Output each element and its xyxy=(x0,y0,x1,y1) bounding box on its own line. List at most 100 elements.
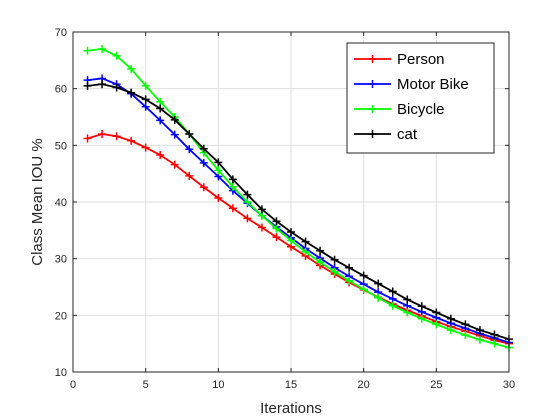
data-point-motor-bike xyxy=(170,130,179,139)
data-point-cat xyxy=(417,302,426,311)
data-point-cat xyxy=(374,279,383,288)
data-point-motor-bike xyxy=(388,294,397,303)
data-point-bicycle xyxy=(83,46,92,55)
y-tick-label: 30 xyxy=(55,254,67,266)
data-point-cat xyxy=(170,115,179,124)
y-tick-label: 40 xyxy=(55,197,67,209)
data-point-bicycle xyxy=(359,285,368,294)
data-point-cat xyxy=(141,95,150,104)
legend-swatch-marker xyxy=(368,80,377,88)
data-point-bicycle xyxy=(316,258,325,267)
x-tick-label: 0 xyxy=(70,379,76,391)
x-tick-label: 5 xyxy=(143,379,149,391)
legend-swatch-marker xyxy=(368,55,377,63)
legend-entry-cat: cat xyxy=(354,126,418,143)
data-point-bicycle xyxy=(446,326,455,335)
data-point-person xyxy=(228,204,237,213)
data-point-motor-bike xyxy=(141,102,150,111)
x-tick-label: 15 xyxy=(285,379,297,391)
data-point-cat xyxy=(316,246,325,255)
data-point-person xyxy=(83,134,92,143)
data-point-person xyxy=(257,223,266,232)
data-point-bicycle xyxy=(112,51,121,60)
data-point-cat xyxy=(156,104,165,113)
series-line-cat xyxy=(87,83,510,340)
data-point-bicycle xyxy=(403,308,412,317)
series-line-bicycle xyxy=(87,48,510,349)
data-point-cat xyxy=(446,314,455,323)
data-point-bicycle xyxy=(345,276,354,285)
legend: Person Motor Bike Bicycle cat xyxy=(346,42,495,154)
data-point-bicycle xyxy=(214,166,223,175)
data-point-cat xyxy=(403,295,412,304)
data-point-bicycle xyxy=(156,97,165,106)
legend-swatch-marker xyxy=(368,130,377,138)
data-point-cat xyxy=(359,271,368,280)
y-tick-label: 50 xyxy=(55,140,67,152)
data-point-cat xyxy=(83,81,92,90)
data-point-bicycle xyxy=(228,182,237,191)
data-point-motor-bike xyxy=(199,158,208,167)
data-point-person xyxy=(127,136,136,145)
series-line-motor-bike xyxy=(87,77,510,344)
series-cat xyxy=(83,80,513,344)
data-point-bicycle xyxy=(461,331,470,340)
data-point-motor-bike xyxy=(185,145,194,154)
data-point-bicycle xyxy=(127,64,136,73)
data-point-person xyxy=(112,132,121,141)
data-point-cat xyxy=(490,330,499,339)
data-point-bicycle xyxy=(301,247,310,256)
data-point-bicycle xyxy=(272,224,281,233)
data-point-cat xyxy=(388,287,397,296)
data-point-bicycle xyxy=(98,45,107,53)
data-point-cat xyxy=(475,326,484,335)
data-point-bicycle xyxy=(330,267,339,276)
legend-entry-bicycle: Bicycle xyxy=(354,101,445,118)
data-point-person xyxy=(214,194,223,203)
data-point-cat xyxy=(112,83,121,92)
data-point-cat xyxy=(228,175,237,184)
x-tick-label: 25 xyxy=(430,379,442,391)
data-point-bicycle xyxy=(388,301,397,310)
data-point-cat xyxy=(330,255,339,264)
data-point-cat xyxy=(214,158,223,167)
data-point-bicycle xyxy=(374,293,383,302)
data-point-person xyxy=(199,183,208,192)
data-point-bicycle xyxy=(475,335,484,344)
data-point-person xyxy=(170,160,179,169)
data-point-bicycle xyxy=(417,314,426,323)
data-point-person xyxy=(272,233,281,242)
y-tick-label: 70 xyxy=(55,27,67,39)
legend-label: Person xyxy=(397,51,445,68)
x-tick-label: 20 xyxy=(358,379,370,391)
axis-ticks: 0 5 10 15 20 25 30 10 20 30 40 50 60 70 xyxy=(55,27,515,391)
data-point-bicycle xyxy=(287,236,295,245)
legend-label: Bicycle xyxy=(397,101,445,118)
data-point-cat xyxy=(272,217,281,226)
data-point-cat xyxy=(185,130,194,138)
y-tick-label: 60 xyxy=(55,84,67,96)
data-point-person xyxy=(98,130,107,138)
data-point-bicycle xyxy=(141,81,150,90)
data-point-cat xyxy=(127,88,136,97)
data-point-cat xyxy=(199,144,208,153)
data-point-person xyxy=(243,214,252,223)
legend-label: Motor Bike xyxy=(397,76,469,93)
y-tick-label: 10 xyxy=(55,367,67,379)
data-point-person xyxy=(156,150,165,159)
x-axis-label: Iterations xyxy=(260,400,322,417)
x-tick-label: 10 xyxy=(212,379,224,391)
x-tick-label: 30 xyxy=(503,379,515,391)
data-point-cat xyxy=(432,308,441,317)
data-point-cat xyxy=(98,80,107,89)
legend-entry-person: Person xyxy=(354,51,445,68)
data-point-cat xyxy=(243,190,252,199)
y-tick-label: 20 xyxy=(55,310,67,322)
y-axis-label: Class Mean IOU % xyxy=(29,138,46,266)
series-layer xyxy=(83,45,513,352)
series-person xyxy=(83,130,513,348)
data-point-bicycle xyxy=(432,320,441,329)
data-point-motor-bike xyxy=(156,116,165,125)
data-point-bicycle xyxy=(490,339,499,348)
series-line-person xyxy=(87,133,510,345)
